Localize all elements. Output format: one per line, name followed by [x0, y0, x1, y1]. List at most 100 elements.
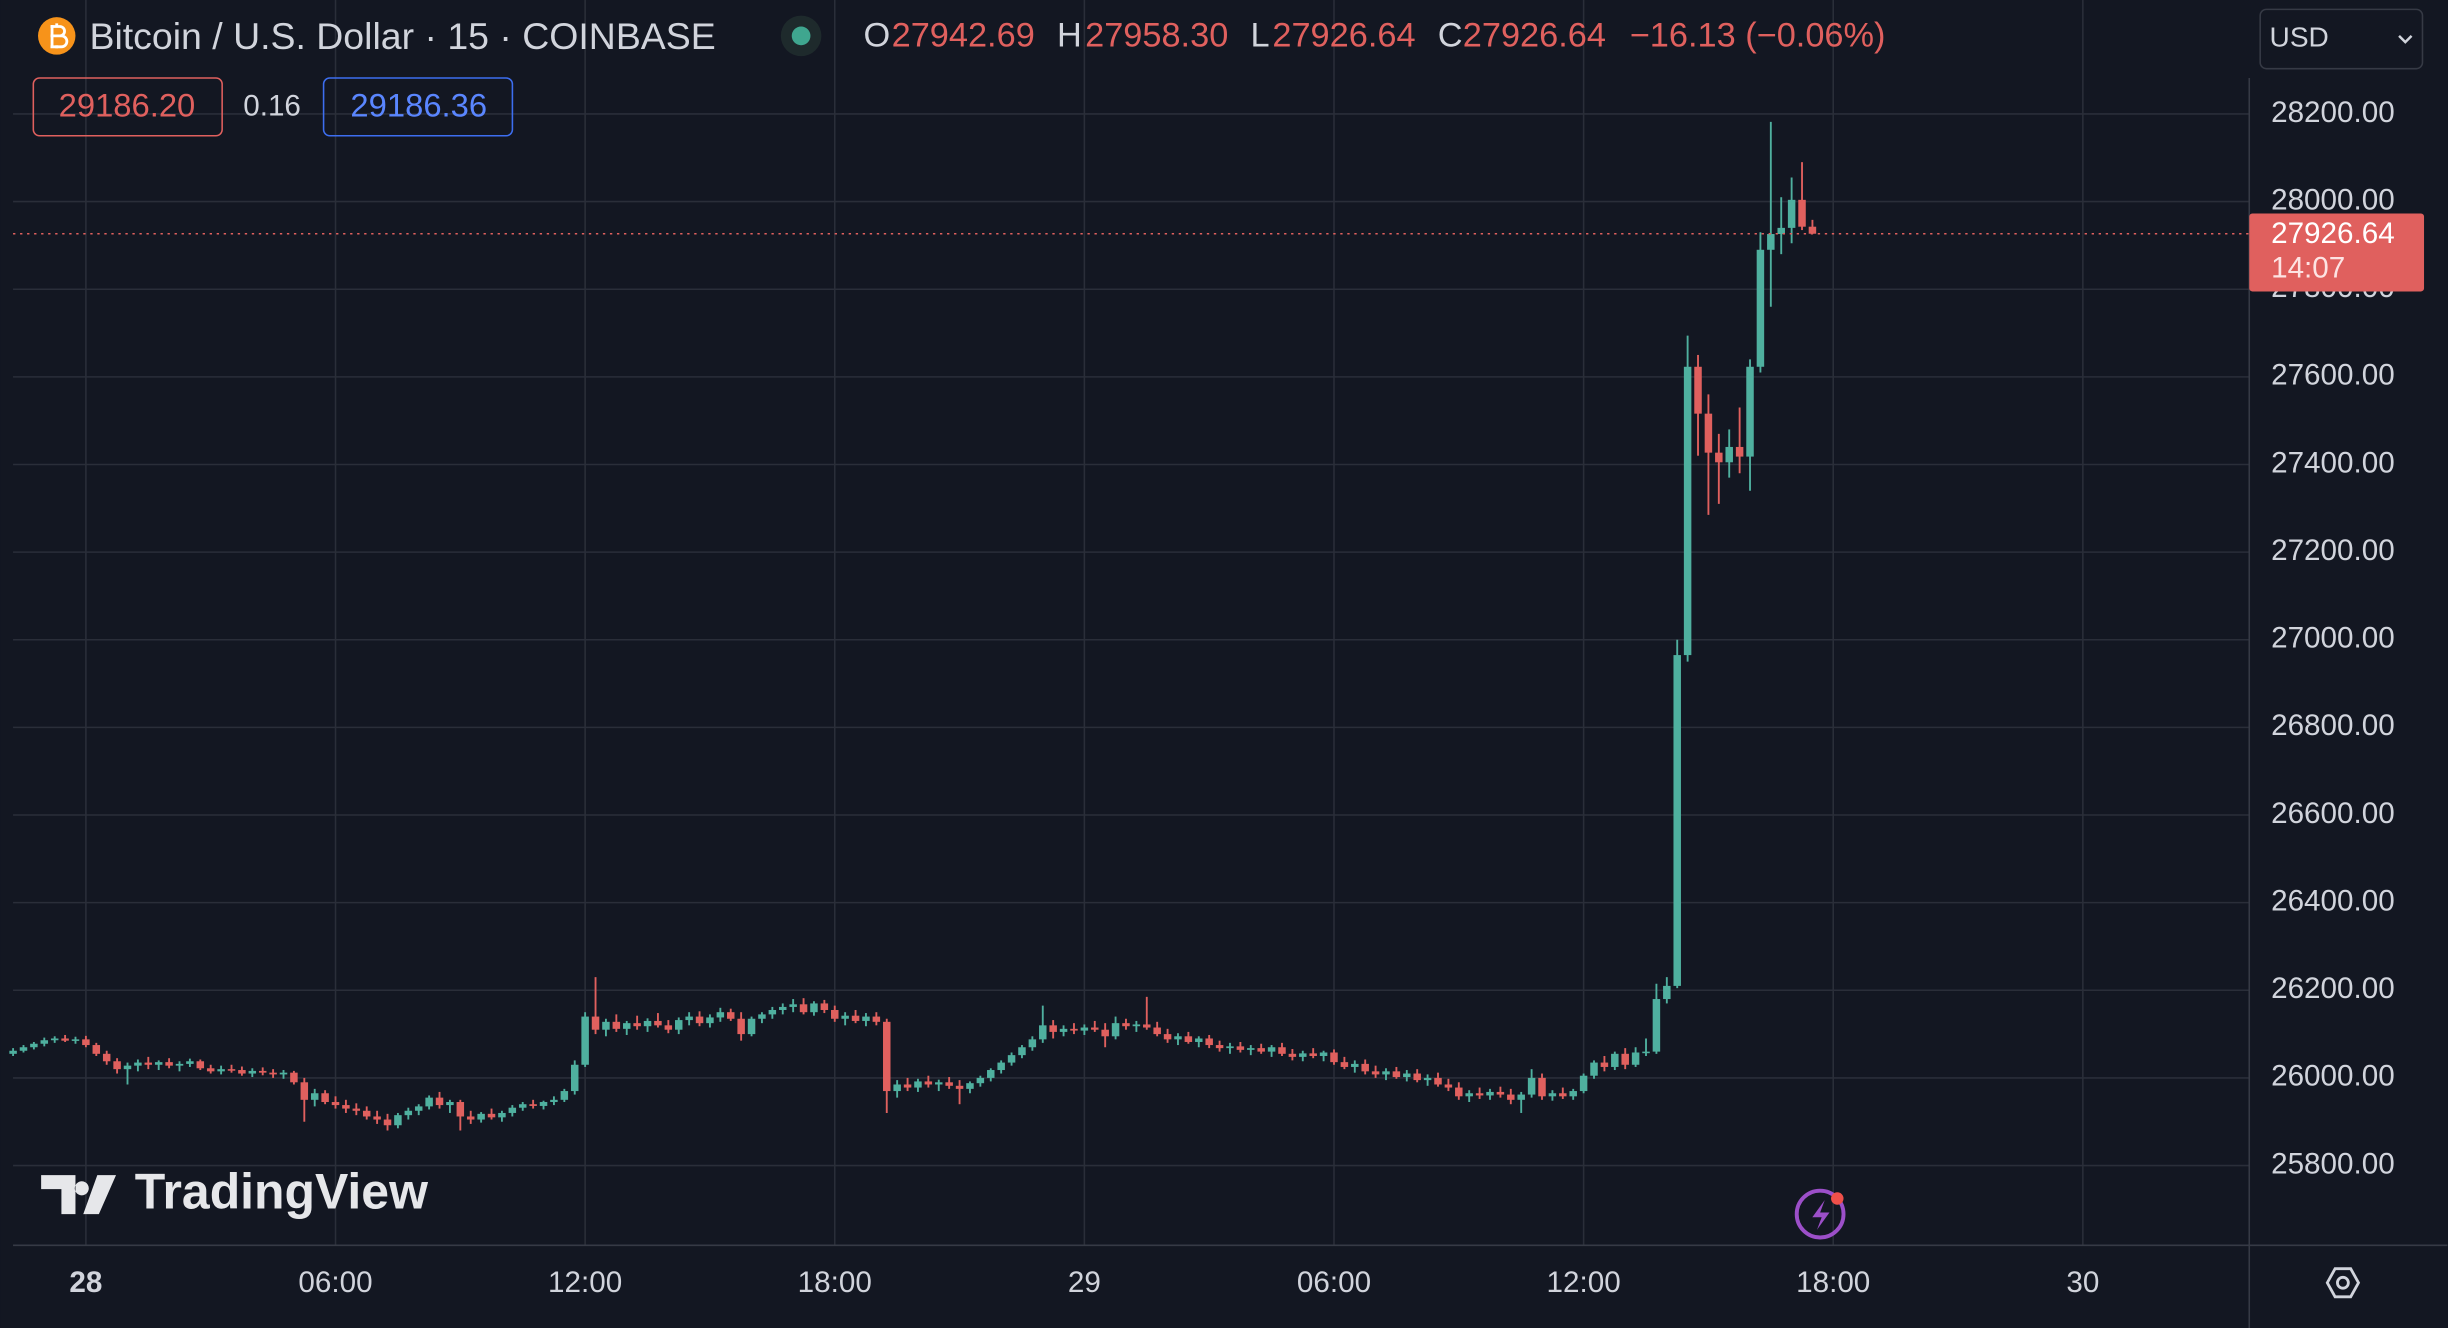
candle-body — [477, 1113, 485, 1120]
candle-body — [1403, 1073, 1411, 1078]
sell-price[interactable]: 29186.20 — [59, 86, 196, 123]
candle-body — [425, 1097, 433, 1107]
candle-body — [1288, 1053, 1297, 1057]
sell-box[interactable] — [32, 77, 223, 137]
candle-body — [1735, 446, 1744, 457]
candle-body — [872, 1016, 881, 1022]
candle-body — [1434, 1077, 1442, 1085]
x-tick-label: 29 — [1068, 1266, 1101, 1299]
high-value: 27958.30 — [1085, 17, 1228, 55]
candle-body — [1715, 452, 1723, 463]
candle-body — [1174, 1036, 1182, 1040]
candle-body — [1767, 234, 1775, 250]
candle-body — [529, 1104, 537, 1106]
candle-body — [373, 1116, 381, 1120]
candle-body — [1236, 1046, 1245, 1050]
candle-body — [966, 1083, 974, 1089]
candle-body — [1143, 1024, 1151, 1028]
candle-body — [1278, 1047, 1286, 1054]
candle-body — [123, 1065, 132, 1070]
candle-body — [706, 1017, 714, 1024]
alert-icon[interactable] — [1794, 1188, 1846, 1240]
candle-body — [1184, 1036, 1193, 1042]
candle-body — [456, 1102, 465, 1117]
candle-body — [1153, 1027, 1161, 1035]
candle-body — [539, 1102, 548, 1106]
candle-body — [1413, 1073, 1421, 1081]
candle-body — [1444, 1084, 1453, 1088]
currency-select[interactable] — [2259, 8, 2424, 70]
candle-body — [9, 1050, 17, 1054]
candle-body — [1132, 1024, 1141, 1027]
candle-body — [1122, 1023, 1130, 1027]
candle-body — [810, 1003, 818, 1013]
candle-body — [955, 1085, 964, 1089]
candle-body — [883, 1021, 891, 1092]
y-tick-label: 27600.00 — [2271, 359, 2395, 392]
candle-body — [1423, 1077, 1432, 1081]
candle-body — [300, 1082, 309, 1100]
candle-body — [466, 1116, 475, 1120]
candle-body — [102, 1053, 111, 1062]
candle-body — [789, 1004, 797, 1007]
currency-label[interactable]: USD — [2270, 21, 2329, 52]
candle-body — [50, 1038, 59, 1041]
candle-body — [1600, 1062, 1609, 1067]
low-label: L — [1251, 17, 1270, 55]
candle-body — [1205, 1038, 1213, 1046]
candle-body — [1101, 1029, 1109, 1037]
candle-body — [841, 1015, 849, 1019]
y-tick-label: 26400.00 — [2271, 884, 2395, 917]
candle-body — [92, 1045, 101, 1054]
bolt — [1812, 1200, 1830, 1230]
candle-body — [498, 1112, 506, 1118]
candle-body — [591, 1016, 600, 1030]
candle-body — [1080, 1027, 1089, 1031]
candle-body — [1351, 1063, 1359, 1067]
x-tick-label: 06:00 — [298, 1266, 372, 1299]
candle-body — [820, 1003, 829, 1010]
candle-body — [310, 1093, 319, 1100]
candle-body — [40, 1040, 49, 1044]
candle-body — [643, 1020, 652, 1027]
candle-body — [1382, 1071, 1390, 1075]
candle-body — [1621, 1053, 1629, 1065]
candle-body — [1226, 1046, 1234, 1049]
countdown-label: 14:07 — [2271, 251, 2345, 284]
settings-icon[interactable] — [2325, 1267, 2361, 1299]
candle-body — [862, 1016, 870, 1021]
candle-body — [747, 1018, 756, 1035]
candle-body — [1070, 1028, 1078, 1031]
candle-body — [19, 1047, 28, 1051]
candle-body — [394, 1115, 402, 1126]
candle-body — [404, 1110, 413, 1116]
buy-box[interactable] — [322, 77, 514, 137]
candle-body — [924, 1081, 933, 1085]
candles — [9, 121, 1817, 1131]
candle-body — [1569, 1091, 1577, 1097]
candle-body — [175, 1063, 184, 1066]
candle-body — [1663, 985, 1671, 1000]
candle-body — [1611, 1053, 1619, 1067]
candle-body — [893, 1084, 901, 1092]
buy-price[interactable]: 29186.36 — [350, 86, 487, 123]
candle-body — [446, 1102, 454, 1106]
coin-glyph — [50, 23, 69, 49]
candle-body — [1018, 1047, 1026, 1056]
candle-body — [1007, 1055, 1016, 1063]
close-label: C — [1438, 17, 1463, 55]
y-tick-label: 26000.00 — [2271, 1060, 2395, 1093]
candle-body — [1257, 1048, 1265, 1052]
candle-body — [342, 1105, 350, 1109]
candle-body — [1673, 655, 1681, 986]
candle-body — [851, 1015, 860, 1021]
change-value: −16.13 (−0.06%) — [1630, 17, 1886, 55]
y-tick-label: 27000.00 — [2271, 622, 2395, 655]
candle-body — [685, 1016, 693, 1021]
candle-body — [674, 1020, 683, 1030]
candle-body — [1579, 1075, 1588, 1092]
candle-body — [560, 1091, 569, 1100]
candle-body — [1195, 1038, 1203, 1042]
